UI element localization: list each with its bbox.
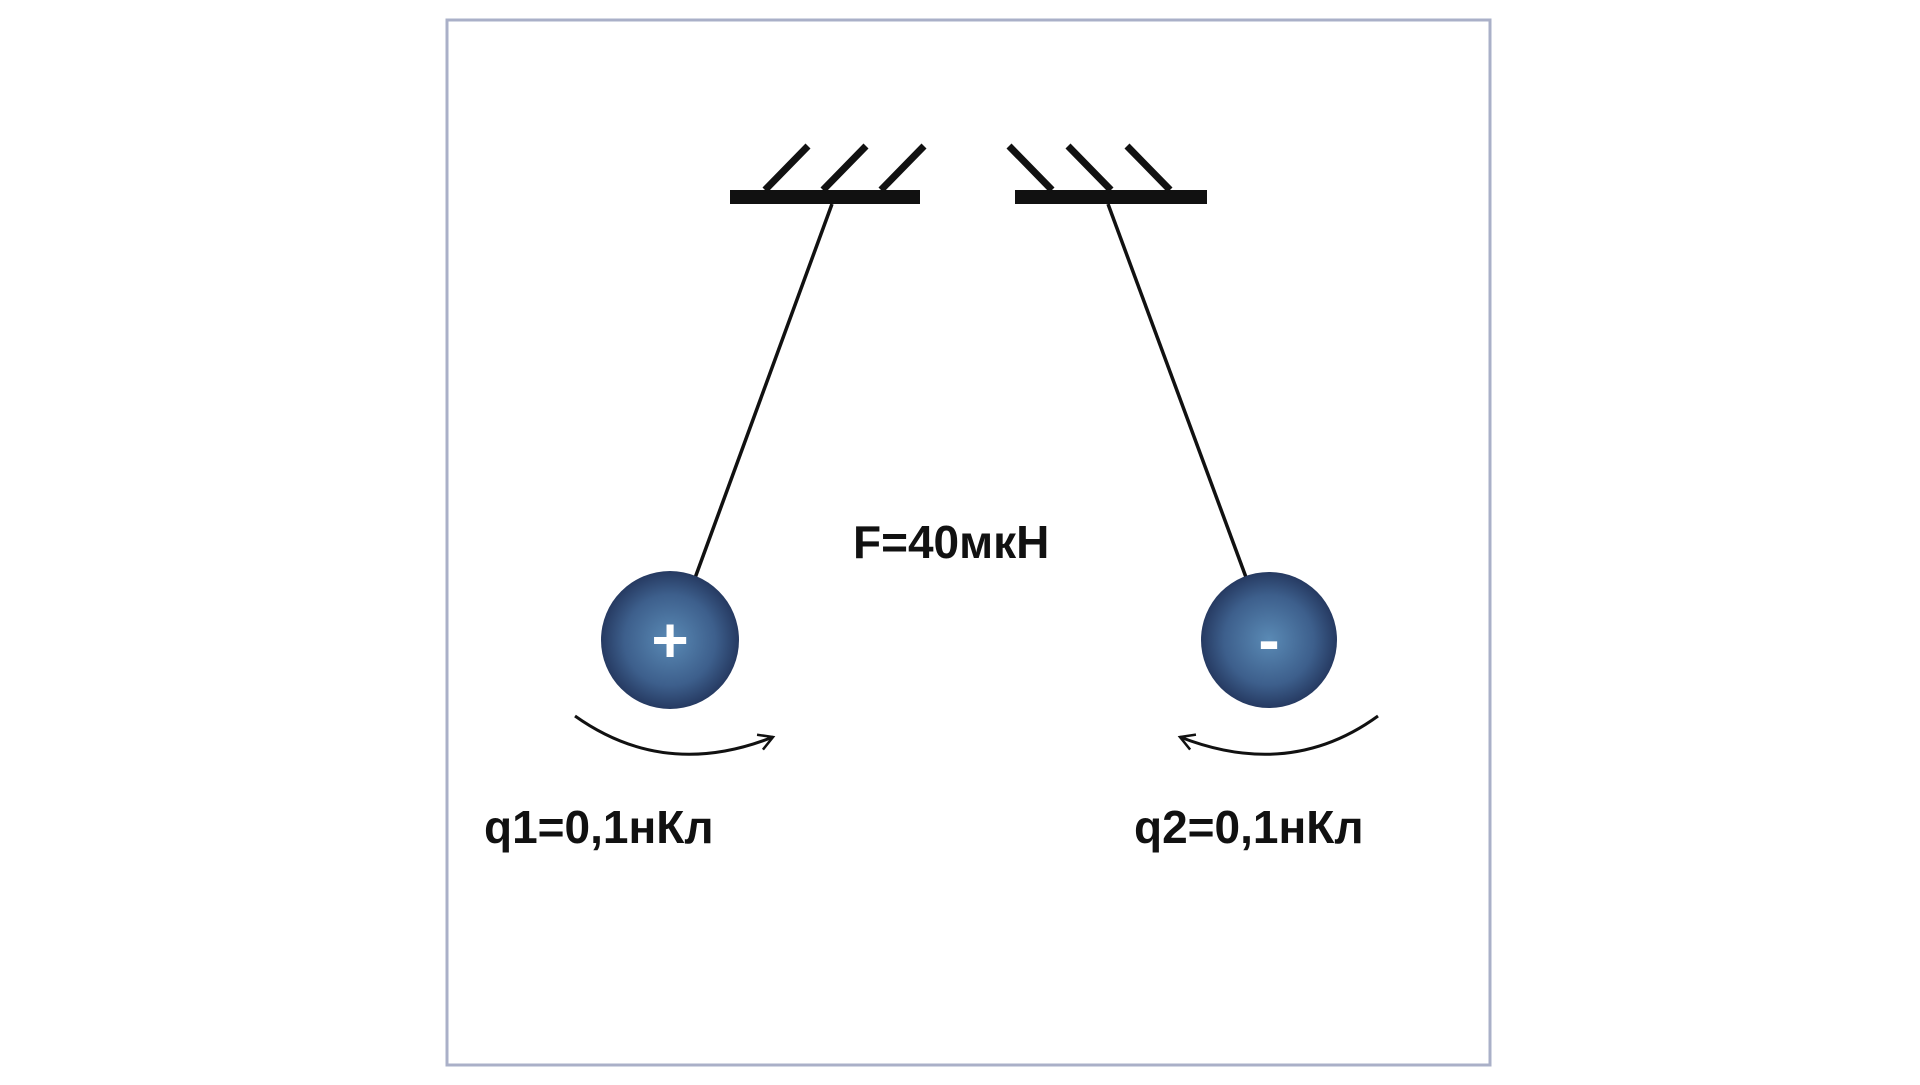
- left-thread: [693, 203, 834, 579]
- right-charge-label: q2=0,1нКл: [1134, 801, 1364, 853]
- diagram-frame: [445, 18, 1492, 1067]
- left-charged-ball: +: [601, 571, 739, 709]
- plus-sign: +: [651, 604, 688, 676]
- right-ceiling-support: [1006, 143, 1207, 204]
- left-curved-arrow: [574, 714, 776, 756]
- left-ceiling-support: [730, 143, 927, 204]
- left-charge-label: q1=0,1нКл: [484, 801, 714, 853]
- force-label: F=40мкН: [853, 516, 1049, 568]
- minus-sign: -: [1258, 604, 1279, 676]
- right-curved-arrow: [1177, 714, 1379, 756]
- right-thread: [1106, 203, 1249, 581]
- right-charged-ball: -: [1201, 572, 1337, 708]
